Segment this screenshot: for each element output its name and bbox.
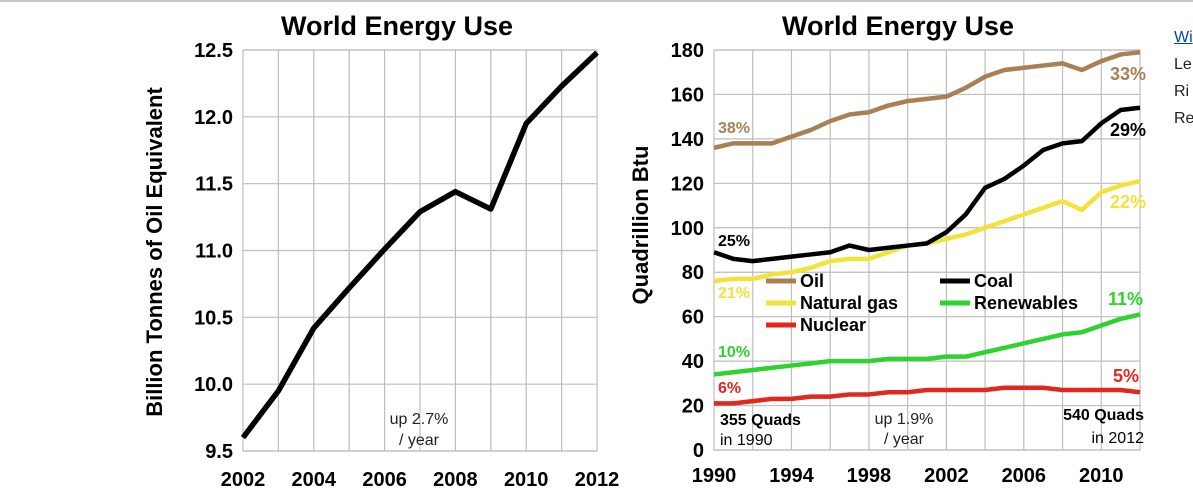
data-line-natural-gas — [713, 178, 1141, 284]
x-tick-label: 2004 — [292, 469, 337, 491]
top-border — [0, 0, 1193, 2]
annotation-end-total-line2: in 2012 — [1092, 430, 1145, 447]
x-tick-label: 2008 — [433, 469, 478, 491]
start-label-natural-gas: 21% — [718, 285, 750, 302]
chart-title: World Energy Use — [782, 11, 1014, 41]
y-tick-label: 140 — [671, 129, 704, 151]
end-label-renewables: 11% — [1108, 289, 1143, 309]
end-label-coal: 29% — [1110, 120, 1146, 140]
y-tick-label: 160 — [671, 84, 704, 106]
y-tick-label: 40 — [682, 351, 704, 373]
y-axis-label: Billion Tonnes of Oil Equivalent — [142, 87, 167, 417]
side-line: Ri — [1174, 83, 1190, 100]
y-tick-label: 10.5 — [194, 307, 233, 329]
annotation-start-total-line1: 355 Quads — [720, 412, 801, 429]
annotation-growth-line1: up 1.9% — [875, 411, 934, 428]
legend-label-natural-gas: Natural gas — [800, 293, 898, 313]
y-tick-label: 20 — [682, 396, 704, 418]
x-tick-label: 2012 — [575, 469, 620, 491]
data-line-energy — [240, 50, 599, 440]
data-line-nuclear — [714, 385, 1141, 406]
annotation-start-total-line2: in 1990 — [720, 432, 773, 449]
annotation-growth-line2: / year — [399, 432, 440, 449]
start-label-coal: 25% — [718, 233, 750, 250]
y-tick-label: 120 — [671, 173, 704, 195]
x-tick-label: 1990 — [692, 465, 737, 487]
y-tick-label: 12.0 — [194, 107, 233, 129]
end-label-nuclear: 5% — [1113, 366, 1139, 386]
side-line: Le — [1174, 56, 1192, 73]
data-line-renewables — [713, 312, 1141, 377]
legend-label-coal: Coal — [974, 271, 1013, 291]
x-tick-label: 2006 — [362, 469, 407, 491]
y-tick-label: 11.0 — [195, 241, 233, 263]
start-label-nuclear: 6% — [718, 380, 741, 397]
side-line: Re — [1174, 110, 1193, 127]
annotation-growth-line2: / year — [884, 431, 925, 448]
legend-label-nuclear: Nuclear — [800, 315, 866, 335]
x-tick-label: 1994 — [769, 465, 814, 487]
annotation-growth-line1: up 2.7% — [390, 411, 449, 428]
y-tick-label: 180 — [671, 40, 704, 62]
y-tick-label: 9.5 — [205, 441, 233, 463]
x-tick-label: 2002 — [924, 465, 969, 487]
data-line-oil — [713, 49, 1141, 150]
end-label-oil: 33% — [1110, 64, 1146, 84]
y-tick-label: 0 — [693, 440, 704, 462]
end-label-natural-gas: 22% — [1110, 192, 1146, 212]
start-label-renewables: 10% — [718, 344, 750, 361]
x-tick-label: 2010 — [1079, 465, 1124, 487]
y-axis-label: Quadrillion Btu — [628, 146, 653, 305]
y-tick-label: 11.5 — [195, 174, 233, 196]
y-tick-label: 60 — [682, 307, 704, 329]
chart-title: World Energy Use — [281, 11, 513, 41]
side-text: Wi Le Ri Re — [1174, 24, 1193, 132]
energy-charts: 9.5 10.0 10.5 11.0 11.5 12.0 12.5 2002 2004 2006 2… — [142, 11, 1146, 491]
start-label-oil: 38% — [718, 120, 750, 137]
y-tick-label: 100 — [671, 218, 704, 240]
x-tick-label: 2006 — [1002, 465, 1047, 487]
x-tick-label: 2002 — [221, 469, 266, 491]
legend-label-renewables: Renewables — [974, 293, 1078, 313]
y-tick-label: 10.0 — [194, 374, 233, 396]
legend-label-oil: Oil — [800, 271, 824, 291]
annotation-end-total-line1: 540 Quads — [1063, 407, 1144, 424]
data-line-coal — [713, 105, 1141, 264]
side-link[interactable]: Wi — [1174, 29, 1193, 46]
y-tick-label: 80 — [682, 262, 704, 284]
x-tick-label: 2010 — [504, 469, 549, 491]
x-tick-label: 1998 — [847, 465, 892, 487]
y-tick-label: 12.5 — [194, 40, 233, 62]
